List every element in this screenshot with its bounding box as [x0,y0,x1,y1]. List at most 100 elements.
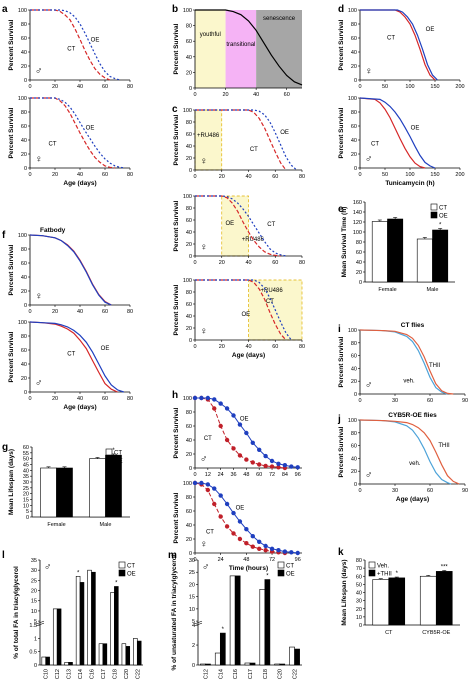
y-axis-label: Percent Survival [173,200,180,251]
x-tick-label: 20 [52,309,58,315]
chart-d_bot: 0 20 40 60 80 100 0 50 100 150 200 CT OE ♂ Percent Sur… [338,96,465,187]
y-tick-label: 120 [353,220,362,226]
y-tick-label: 0 [26,515,29,521]
chart-title: CT flies [401,322,425,329]
legend-label: Veh. [377,564,389,570]
bar-CT [41,656,47,666]
data-point [257,539,262,544]
y-tick-label: 0 [192,663,195,669]
bar-OE [294,648,300,666]
data-point [231,510,236,516]
series-line-veh. [359,419,452,485]
y-tick-label: 80 [186,290,192,296]
y-tick-label: 60 [356,250,362,256]
series-line-CT [30,9,111,81]
y-tick-label: 60 [186,302,192,308]
bar-+THII [388,577,406,626]
x-tick-label: C14 [218,669,224,679]
legend-swatch [105,456,113,464]
curve-label: CT [250,147,258,153]
x-tick-label: 30 [392,398,398,404]
data-point [218,401,223,406]
y-tick-label: 40 [356,591,362,597]
bar-OE [56,608,62,666]
x-tick-label: C10 [44,669,50,679]
y-tick-label: 60 [21,261,27,267]
bar-CT [244,662,251,666]
panel-label: e [338,204,344,215]
x-tick-label: 0 [358,172,361,178]
sex-symbol: ♀ [200,539,208,550]
x-tick-label: 0 [193,472,196,478]
series-line-OE [29,234,112,306]
y-tick-label: 45 [23,463,29,469]
x-tick-label: 80 [299,260,305,266]
chart-title: CYB5R-OE flies [388,412,437,419]
bar-CT [64,662,69,666]
x-tick-label: 50 [382,172,388,178]
bar-CT [371,221,388,283]
x-tick-label: 0 [193,557,196,563]
treatment-window [221,195,249,257]
x-tick-label: Female [378,287,396,293]
y-tick-label: 10 [23,503,29,509]
y-tick-label: 100 [348,328,357,334]
series-line-CT [195,279,287,341]
x-tick-label: 40 [245,174,251,180]
region-label: youthful [200,32,221,38]
x-tick-label: 48 [243,472,249,478]
chart-a_top: 0 20 40 60 80 100 0 20 40 60 80 CT OE ♂ Percent Surviv… [2,4,133,90]
x-tick-label: 20 [52,84,58,90]
series-line-THII [359,419,460,485]
sex-symbol: ♂ [365,380,373,391]
panel-label: b [172,4,178,15]
data-point [192,395,198,401]
bar-CT [121,643,127,666]
series-line-THII [359,329,454,395]
y-tick-label: 55 [23,451,29,457]
y-tick-label: 20 [351,469,357,475]
panel-label: d [338,4,344,15]
y-tick-label: 0 [24,303,27,309]
x-tick-label: 30 [392,488,398,494]
y-tick-label: 40 [356,260,362,266]
y-tick-label: 40 [21,362,27,368]
bar-CT [98,643,104,666]
x-tick-label: 60 [272,174,278,180]
x-tick-label: 90 [462,398,468,404]
panel-label: l [2,550,5,561]
y-tick-label: 4 [192,623,195,629]
x-tick-label: 80 [299,174,305,180]
x-tick-label: 0 [193,344,196,350]
bar-+THII [435,571,453,626]
y-tick-label: 10 [356,615,362,621]
bar-OE [136,640,142,666]
series-line-OE [30,97,126,169]
y-tick-label: 60 [21,36,27,42]
data-point [231,446,236,451]
y-tick-label: 2 [192,643,195,649]
x-axis-label: Tunicamycin (h) [385,180,434,187]
chart-j: 0 20 40 60 80 100 0 30 60 90 THII veh. CYB5R-OE flie… [337,412,468,503]
bar-OE [264,579,271,666]
legend-swatch [430,211,438,219]
sex-symbol: ♂ [35,66,43,77]
x-tick-label: 40 [253,92,259,98]
y-tick-label: 60 [186,424,192,430]
x-tick-label: 0 [28,84,31,90]
chart-c_1: +RU486 0 20 40 60 80 100 0 20 40 60 80 CT OE ♀ Percent … [172,104,305,180]
significance-mark: * [266,574,269,580]
y-tick-label: 100 [183,396,192,402]
y-tick-label: 20 [186,537,192,543]
x-tick-label: 80 [127,172,133,178]
y-tick-label: 20 [186,452,192,458]
significance-mark: * [77,570,80,576]
y-tick-label: 20 [186,326,192,332]
bar-CT [89,458,106,518]
x-tick-label: 48 [243,557,249,563]
x-tick-label: 0 [358,398,361,404]
y-axis-label: Percent Survival [173,492,180,543]
y-tick-label: 60 [356,574,362,580]
y-tick-label: 35 [31,558,37,564]
data-point [205,487,211,493]
